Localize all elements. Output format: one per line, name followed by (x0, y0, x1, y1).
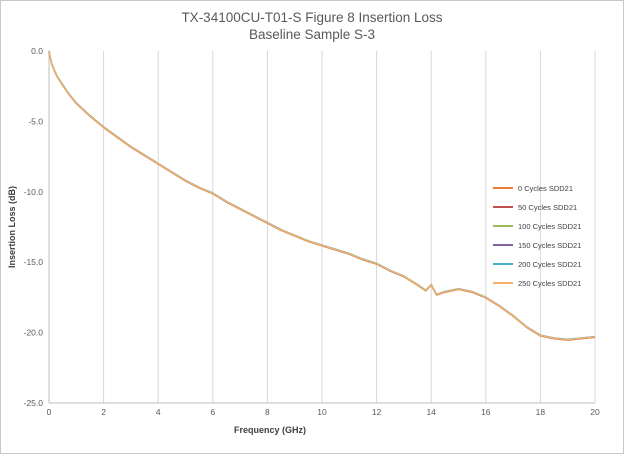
series-lines (48, 50, 596, 341)
y-tick-label: -5.0 (28, 116, 43, 126)
legend-label: 0 Cycles SDD21 (518, 184, 573, 193)
x-axis-title: Frequency (GHz) (234, 425, 306, 435)
x-tick-label: 20 (590, 407, 600, 417)
x-tick-label: 12 (372, 407, 382, 417)
x-tick-label: 8 (265, 407, 270, 417)
x-tick-label: 14 (426, 407, 436, 417)
chart-title-line-1: TX-34100CU-T01-S Figure 8 Insertion Loss (181, 10, 442, 25)
y-tick-label: -25.0 (24, 398, 44, 408)
x-tick-label: 16 (481, 407, 491, 417)
series-line (48, 50, 596, 341)
gridlines (103, 51, 596, 403)
y-axis-title: Insertion Loss (dB) (7, 186, 17, 268)
legend: 0 Cycles SDD21 50 Cycles SDD21 100 Cycles … (493, 184, 581, 288)
y-tick-label: -20.0 (24, 328, 44, 338)
x-tick-label: 4 (156, 407, 161, 417)
x-tick-label: 2 (101, 407, 106, 417)
legend-label: 50 Cycles SDD21 (518, 203, 577, 212)
y-tick-label: 0.0 (31, 46, 43, 56)
legend-label: 150 Cycles SDD21 (518, 241, 581, 250)
y-tick-label: -10.0 (24, 187, 44, 197)
chart-title-line-2: Baseline Sample S-3 (249, 27, 375, 42)
x-tick-label: 6 (210, 407, 215, 417)
y-tick-labels: 0.0 -5.0 -10.0 -15.0 -20.0 -25.0 (24, 46, 44, 408)
x-tick-label: 10 (317, 407, 327, 417)
x-tick-label: 0 (47, 407, 52, 417)
y-tick-label: -15.0 (24, 257, 44, 267)
legend-label: 200 Cycles SDD21 (518, 260, 581, 269)
legend-label: 100 Cycles SDD21 (518, 222, 581, 231)
legend-label: 250 Cycles SDD21 (518, 279, 581, 288)
axes (48, 51, 595, 404)
chart-title: TX-34100CU-T01-S Figure 8 Insertion Loss… (181, 10, 442, 42)
x-tick-label: 18 (536, 407, 546, 417)
x-tick-labels: 0 2 4 6 8 10 12 14 16 18 20 (47, 407, 600, 417)
